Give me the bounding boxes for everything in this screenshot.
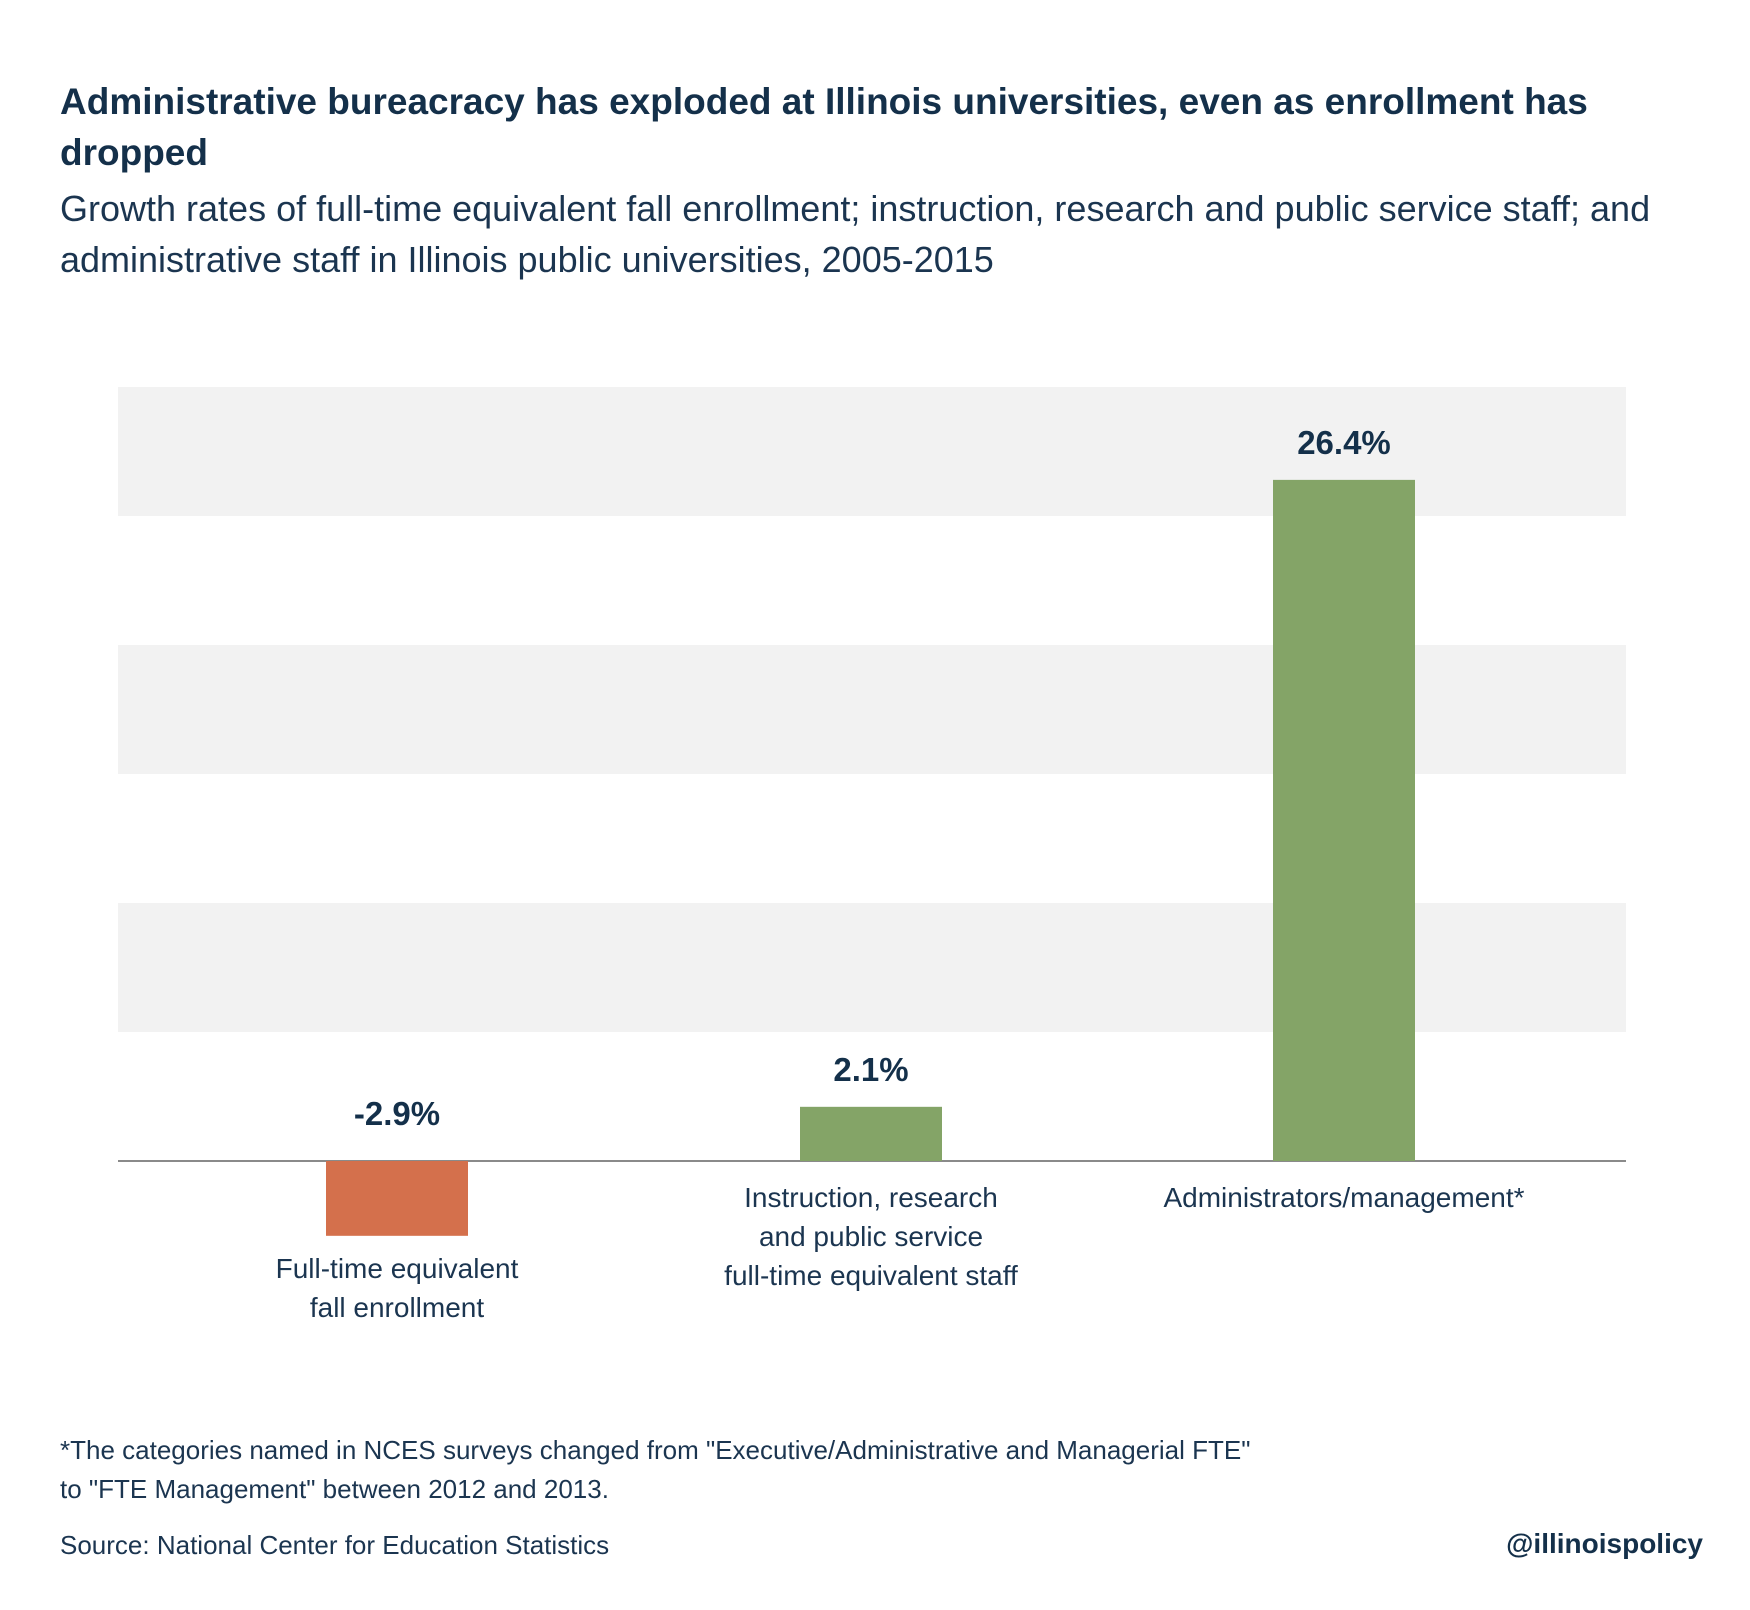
brand-handle: @illinoispolicy: [1506, 1528, 1703, 1559]
chart-title: Administrative bureacracy has exploded a…: [60, 81, 1588, 173]
data-label-3: 26.4%: [1297, 424, 1391, 461]
category-label-1-line-2: fall enrollment: [310, 1292, 485, 1323]
source-note: Source: National Center for Education St…: [60, 1530, 610, 1560]
category-label-2-line-3: full-time equivalent staff: [724, 1260, 1018, 1291]
footnote-line-1: *The categories named in NCES surveys ch…: [60, 1435, 1251, 1465]
bar-3: [1273, 479, 1415, 1161]
category-label-3-line-1: Administrators/management*: [1163, 1182, 1524, 1213]
data-label-1: -2.9%: [354, 1095, 440, 1132]
bar-1: [326, 1161, 468, 1236]
data-label-2: 2.1%: [833, 1051, 908, 1088]
footnote: *The categories named in NCES surveys ch…: [60, 1431, 1700, 1509]
chart-subtitle: Growth rates of full-time equivalent fal…: [60, 188, 1651, 280]
category-label-1-line-1: Full-time equivalent: [276, 1253, 519, 1284]
bar-2: [800, 1106, 942, 1161]
footnote-line-2: to "FTE Management" between 2012 and 201…: [60, 1474, 609, 1504]
category-label-2-line-1: Instruction, research: [744, 1182, 998, 1213]
category-label-2-line-2: and public service: [759, 1221, 983, 1252]
